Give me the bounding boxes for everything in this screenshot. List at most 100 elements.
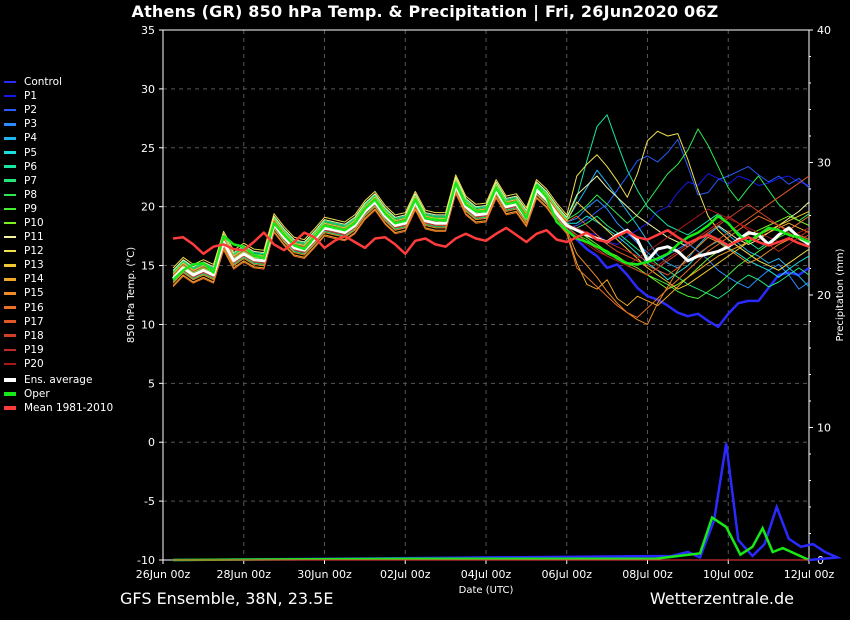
y-tick-label: 30: [141, 83, 155, 96]
legend-swatch: [4, 292, 16, 295]
legend-label: P4: [24, 132, 38, 145]
legend-item: P10: [4, 216, 113, 230]
y-tick-label: 10: [141, 318, 155, 331]
y-tick-label: 15: [141, 260, 155, 273]
legend-label: Mean 1981-2010: [24, 402, 114, 415]
precip-line-oper: [173, 515, 810, 562]
series-line-p1: [172, 173, 810, 278]
legend-item: P17: [4, 315, 113, 329]
legend-item: P3: [4, 117, 113, 131]
legend-label: P8: [24, 188, 38, 201]
legend-swatch: [4, 137, 16, 140]
legend-label: P7: [24, 174, 38, 187]
legend-item: Control: [4, 75, 113, 89]
legend-item: P20: [4, 357, 113, 371]
y2-tick-label: 10: [817, 422, 831, 435]
source-credit: Wetterzentrale.de: [649, 589, 794, 608]
temperature-series: [172, 114, 810, 329]
y2-tick-label: 20: [817, 289, 831, 302]
legend-swatch: [4, 94, 16, 98]
legend-item: Oper: [4, 387, 113, 401]
legend-label: P3: [24, 118, 38, 131]
grid-lines: [162, 29, 810, 561]
y-tick-label: -10: [137, 554, 155, 567]
x-tick-label: 12Jul 00z: [784, 568, 835, 581]
y2-tick-label: 0: [817, 554, 824, 567]
legend-label: P2: [24, 104, 38, 117]
legend-label: P5: [24, 146, 38, 159]
legend-swatch: [4, 179, 16, 182]
legend-label: P16: [24, 301, 44, 314]
legend-swatch: [4, 264, 16, 267]
y-tick-label: 0: [148, 436, 155, 449]
series-line-p15: [172, 189, 810, 325]
y-tick-label: -5: [144, 495, 155, 508]
legend-swatch: [4, 165, 16, 168]
x-tick-label: 10Jul 00z: [703, 568, 754, 581]
precipitation-series: [173, 443, 843, 562]
x-tick-label: 06Jul 00z: [541, 568, 592, 581]
legend-swatch: [4, 193, 16, 197]
legend-swatch: [4, 123, 16, 126]
legend-label: P11: [24, 231, 44, 244]
legend-label: P14: [24, 273, 44, 286]
x-tick-label: 04Jul 00z: [461, 568, 512, 581]
legend-swatch: [4, 306, 16, 309]
legend-swatch: [4, 151, 16, 154]
legend-swatch: [4, 207, 16, 211]
legend-label: P20: [24, 357, 44, 370]
y-tick-label: 35: [141, 24, 155, 37]
legend-item: P12: [4, 244, 113, 258]
legend-label: P18: [24, 329, 44, 342]
legend-item: P14: [4, 272, 113, 286]
legend-swatch: [4, 249, 16, 253]
legend-item: P15: [4, 286, 113, 300]
legend-item: P9: [4, 202, 113, 216]
y-tick-label: 25: [141, 142, 155, 155]
legend-label: Oper: [24, 388, 50, 401]
legend-swatch: [4, 278, 16, 281]
legend-label: P13: [24, 259, 44, 272]
legend-item: Ens. average: [4, 373, 113, 387]
legend-item: P13: [4, 258, 113, 272]
x-tick-label: 26Jun 00z: [136, 568, 191, 581]
legend-label: P19: [24, 343, 44, 356]
legend-swatch: [4, 392, 16, 396]
y-axis-label: 850 hPa Temp. (°C): [126, 247, 137, 343]
legend-swatch: [4, 406, 16, 410]
legend-label: P15: [24, 287, 44, 300]
legend-swatch: [4, 320, 16, 323]
series-line-p12: [172, 130, 810, 271]
x-tick-label: 28Jun 00z: [217, 568, 272, 581]
y2-axis-label: Precipitation (mm): [835, 248, 846, 341]
legend-item: Mean 1981-2010: [4, 401, 113, 415]
legend-swatch: [4, 362, 16, 366]
x-tick-label: 08Jul 00z: [622, 568, 673, 581]
legend-swatch: [4, 108, 16, 112]
series-line-oper: [172, 181, 810, 281]
legend-swatch: [4, 221, 16, 225]
legend-item: P5: [4, 145, 113, 159]
legend-swatch: [4, 80, 16, 84]
x-tick-label: 30Jun 00z: [297, 568, 352, 581]
legend-item: P18: [4, 329, 113, 343]
legend-label: P9: [24, 202, 38, 215]
chart-title: Athens (GR) 850 hPa Temp. & Precipitatio…: [131, 2, 719, 21]
y2-tick-label: 30: [817, 157, 831, 170]
legend-item: P2: [4, 103, 113, 117]
legend-swatch: [4, 378, 16, 382]
model-info: GFS Ensemble, 38N, 23.5E: [120, 589, 334, 608]
legend: Control P1 P2 P3 P4 P5 P6 P7 P8 P9 P10 P11 P12 P13 P14…: [4, 75, 113, 415]
legend-item: P8: [4, 188, 113, 202]
legend-swatch: [4, 334, 16, 337]
axes: -10 -5 0 5 10 15 20 25 30 35 0 10 20 30 40 26Jun 00z 28J…: [136, 24, 835, 581]
x-axis-label: Date (UTC): [459, 585, 514, 596]
legend-label: P12: [24, 245, 44, 258]
legend-label: Control: [24, 76, 62, 89]
legend-item: P19: [4, 343, 113, 357]
legend-item: P11: [4, 230, 113, 244]
series-line-p16: [172, 193, 810, 318]
legend-item: P16: [4, 301, 113, 315]
legend-label: P1: [24, 90, 38, 103]
legend-label: Ens. average: [24, 374, 93, 387]
